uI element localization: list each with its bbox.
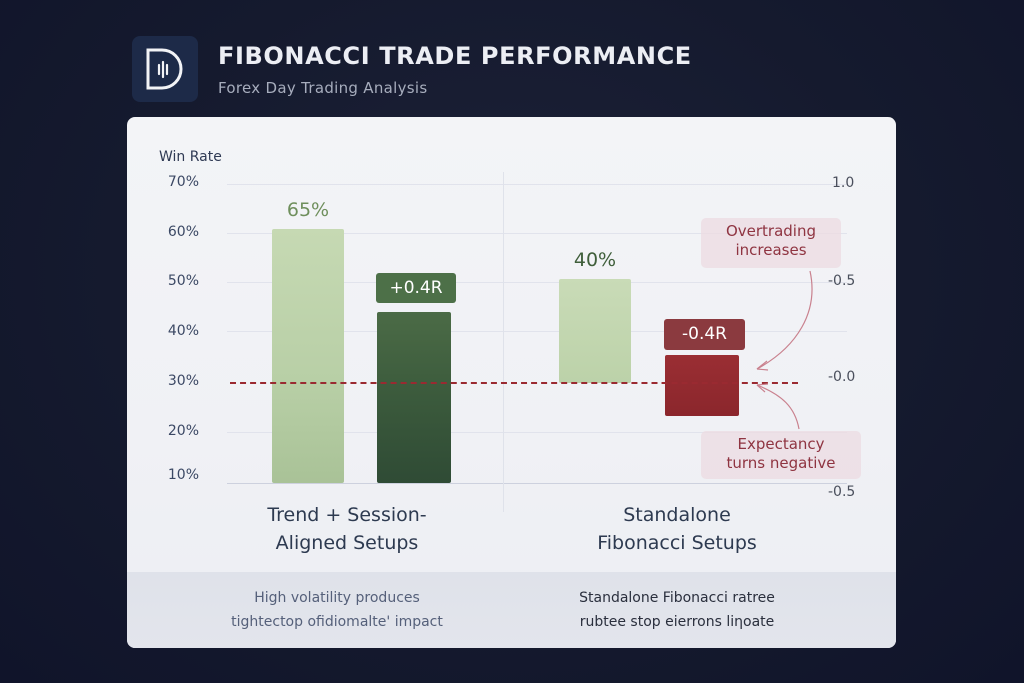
expectancy-bar-negative — [665, 355, 739, 416]
chart-card: Win Rate 70% 60% 50% 40% 30% 20% 10% 1.0… — [127, 117, 896, 648]
callout-text: Overtrading — [725, 222, 817, 240]
win-rate-bar — [559, 279, 631, 383]
y-tick-right: -0.5 — [828, 273, 856, 289]
footer-band — [127, 572, 896, 648]
category-label: Standalone Fibonacci Setups — [527, 501, 827, 557]
category-label-line: Trend + Session- — [267, 504, 427, 526]
y-tick-left: 70% — [167, 174, 199, 190]
waveform-d-logo-icon — [132, 36, 198, 102]
gridline-20 — [227, 432, 847, 433]
expectancy-bar-positive — [377, 312, 451, 483]
page-subtitle: Forex Day Trading Analysis — [218, 79, 428, 97]
footer-note-line: rubtee stop eierrons liηoate — [579, 614, 775, 630]
y-tick-left: 30% — [167, 373, 199, 389]
page-title: FIBONACCI TRADE PERFORMANCE — [218, 42, 692, 70]
y-axis-title: Win Rate — [159, 149, 222, 165]
callout-expectancy-negative: Expectancy turns negative — [701, 431, 861, 479]
category-label-line: Aligned Setups — [275, 532, 419, 554]
x-axis-baseline — [227, 483, 847, 484]
footer-note-line: Standalone Fibonacci ratree — [579, 590, 775, 606]
y-tick-left: 10% — [167, 467, 199, 483]
footer-note-right: Standalone Fibonacci ratree rubtee stop … — [527, 586, 827, 634]
y-tick-left: 40% — [167, 323, 199, 339]
category-label-line: Standalone — [623, 504, 731, 526]
win-rate-label: 40% — [573, 249, 617, 271]
category-label-line: Fibonacci Setups — [597, 532, 757, 554]
y-tick-right: -0.5 — [828, 484, 856, 500]
y-tick-left: 60% — [167, 224, 199, 240]
group-divider — [503, 172, 504, 512]
y-tick-left: 20% — [167, 423, 199, 439]
footer-note-line: High volatility produces — [254, 590, 420, 606]
expectancy-label: -0.4R — [664, 319, 745, 350]
footer-note-line: tightectop ofidiomalte' impact — [231, 614, 443, 630]
breakeven-threshold-line — [230, 382, 798, 384]
expectancy-label: +0.4R — [376, 273, 456, 303]
win-rate-bar — [272, 229, 344, 483]
y-tick-right: 1.0 — [832, 175, 855, 191]
callout-overtrading: Overtrading increases — [701, 218, 841, 268]
gridline-40 — [227, 331, 847, 332]
callout-text: increases — [735, 241, 807, 259]
callout-text: turns negative — [726, 454, 836, 472]
callout-text: Expectancy — [737, 435, 825, 453]
y-tick-left: 50% — [167, 273, 199, 289]
footer-note-left: High volatility produces tightectop ofid… — [187, 586, 487, 634]
gridline-50 — [227, 282, 847, 283]
win-rate-label: 65% — [286, 199, 330, 221]
callout-arrows-icon — [756, 270, 813, 430]
y-tick-right: -0.0 — [828, 369, 856, 385]
gridline-60 — [227, 233, 847, 234]
gridline-70 — [227, 184, 847, 185]
category-label: Trend + Session- Aligned Setups — [207, 501, 487, 557]
